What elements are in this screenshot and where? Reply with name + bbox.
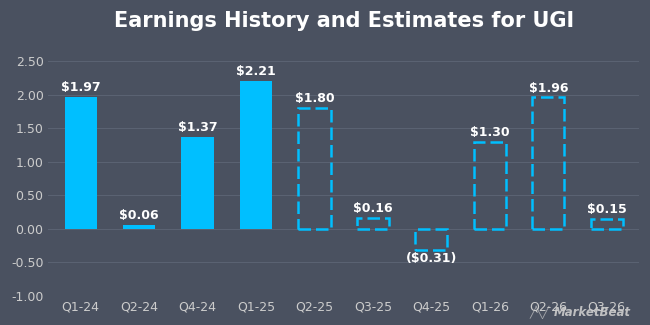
Bar <box>64 97 97 229</box>
Bar <box>591 219 623 229</box>
Text: $1.97: $1.97 <box>61 81 101 94</box>
Text: $0.06: $0.06 <box>119 209 159 222</box>
Text: ($0.31): ($0.31) <box>406 253 457 266</box>
Text: $1.37: $1.37 <box>177 121 217 134</box>
Bar <box>357 218 389 229</box>
Text: $0.15: $0.15 <box>587 203 627 216</box>
Title: Earnings History and Estimates for UGI: Earnings History and Estimates for UGI <box>114 11 574 31</box>
Text: $0.16: $0.16 <box>353 202 393 215</box>
Bar <box>474 142 506 229</box>
Text: $2.21: $2.21 <box>236 65 276 78</box>
Text: $1.30: $1.30 <box>470 126 510 139</box>
Text: $1.80: $1.80 <box>294 92 334 105</box>
Bar <box>181 137 214 229</box>
Text: $1.96: $1.96 <box>528 82 568 95</box>
Bar <box>123 225 155 229</box>
Bar <box>415 229 447 250</box>
Text: ╱╲╱: ╱╲╱ <box>529 306 549 318</box>
Bar <box>298 108 331 229</box>
Text: MarketBeat: MarketBeat <box>554 306 630 318</box>
Bar <box>240 81 272 229</box>
Bar <box>532 98 564 229</box>
